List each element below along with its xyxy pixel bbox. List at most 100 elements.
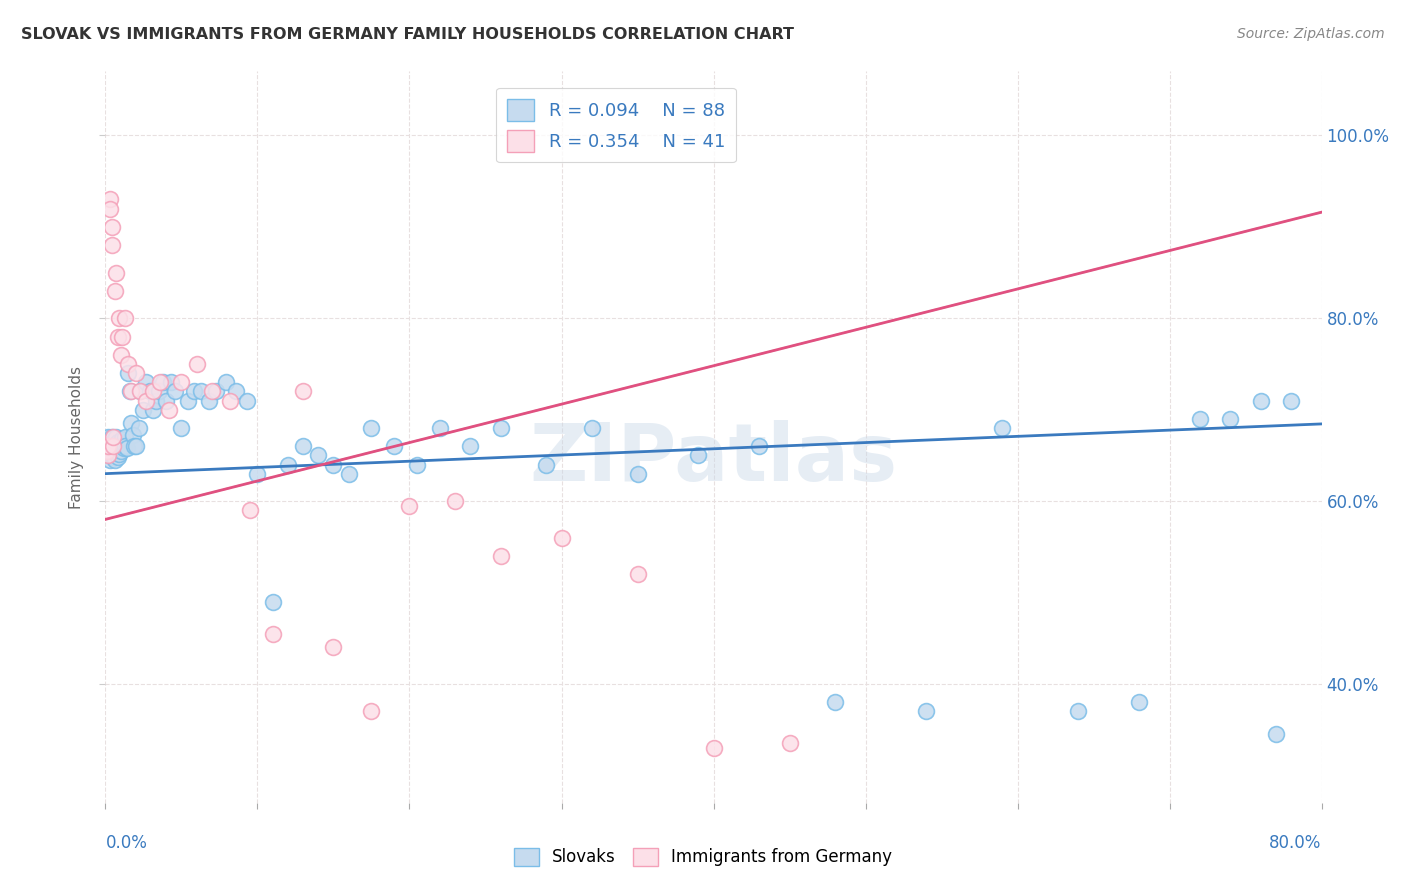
Point [152, 376, 174, 390]
Point [114, 311, 136, 326]
Point [183, 384, 205, 399]
Point [108, 446, 131, 460]
Point [1188, 412, 1211, 426]
Point [100, 449, 122, 463]
Point [105, 266, 128, 280]
Point [779, 736, 801, 750]
Point [702, 740, 725, 755]
Point [170, 376, 193, 390]
Point [142, 384, 165, 399]
Point [124, 439, 146, 453]
Point [110, 443, 132, 458]
Point [406, 458, 429, 472]
Point [155, 393, 177, 408]
Point [157, 402, 180, 417]
Point [382, 439, 405, 453]
Point [277, 458, 299, 472]
Point [915, 705, 938, 719]
Legend: Slovaks, Immigrants from Germany: Slovaks, Immigrants from Germany [506, 839, 900, 875]
Point [103, 284, 125, 298]
Point [117, 366, 139, 380]
Point [149, 376, 172, 390]
Point [550, 531, 572, 545]
Point [239, 503, 262, 517]
Point [108, 439, 131, 453]
Point [1128, 695, 1150, 709]
Point [292, 439, 315, 453]
Point [107, 450, 129, 465]
Text: ZIPatlas: ZIPatlas [530, 420, 897, 498]
Point [96, 449, 118, 463]
Point [98, 193, 121, 207]
Point [236, 393, 259, 408]
Text: 80.0%: 80.0% [1270, 834, 1322, 852]
Point [103, 439, 125, 453]
Point [748, 439, 770, 453]
Point [292, 384, 315, 399]
Point [262, 626, 284, 640]
Point [128, 421, 150, 435]
Point [489, 421, 512, 435]
Point [105, 430, 128, 444]
Point [429, 421, 451, 435]
Point [111, 439, 134, 453]
Point [98, 202, 121, 216]
Point [101, 434, 124, 449]
Point [105, 443, 128, 458]
Point [107, 329, 129, 343]
Point [626, 467, 648, 481]
Point [824, 695, 846, 709]
Point [360, 421, 382, 435]
Text: SLOVAK VS IMMIGRANTS FROM GERMANY FAMILY HOUSEHOLDS CORRELATION CHART: SLOVAK VS IMMIGRANTS FROM GERMANY FAMILY… [21, 27, 794, 42]
Point [100, 439, 122, 453]
Point [120, 417, 142, 431]
Point [135, 376, 157, 390]
Point [107, 441, 129, 455]
Point [120, 384, 142, 399]
Point [98, 443, 121, 458]
Point [132, 402, 155, 417]
Point [129, 384, 152, 399]
Point [214, 376, 236, 390]
Point [322, 640, 344, 655]
Text: Source: ZipAtlas.com: Source: ZipAtlas.com [1237, 27, 1385, 41]
Point [96, 439, 118, 453]
Point [103, 453, 125, 467]
Point [159, 376, 181, 390]
Legend: R = 0.094    N = 88, R = 0.354    N = 41: R = 0.094 N = 88, R = 0.354 N = 41 [496, 87, 735, 162]
Point [97, 430, 120, 444]
Point [110, 348, 132, 362]
Point [205, 384, 228, 399]
Point [111, 329, 134, 343]
Point [97, 439, 120, 453]
Point [186, 357, 208, 371]
Point [581, 421, 603, 435]
Point [101, 439, 124, 453]
Point [1279, 393, 1302, 408]
Point [225, 384, 247, 399]
Point [105, 439, 128, 453]
Point [1265, 727, 1288, 741]
Point [117, 357, 139, 371]
Point [219, 393, 242, 408]
Point [201, 384, 224, 399]
Point [626, 567, 648, 582]
Point [262, 595, 284, 609]
Point [98, 439, 121, 453]
Point [322, 458, 344, 472]
Point [1067, 705, 1090, 719]
Point [97, 449, 120, 463]
Point [145, 393, 167, 408]
Point [138, 384, 160, 399]
Point [114, 430, 136, 444]
Point [176, 393, 198, 408]
Point [112, 441, 135, 455]
Point [125, 366, 148, 380]
Point [100, 430, 122, 444]
Point [458, 439, 481, 453]
Point [108, 311, 131, 326]
Point [96, 443, 118, 458]
Point [398, 499, 420, 513]
Point [115, 441, 138, 455]
Point [125, 439, 148, 453]
